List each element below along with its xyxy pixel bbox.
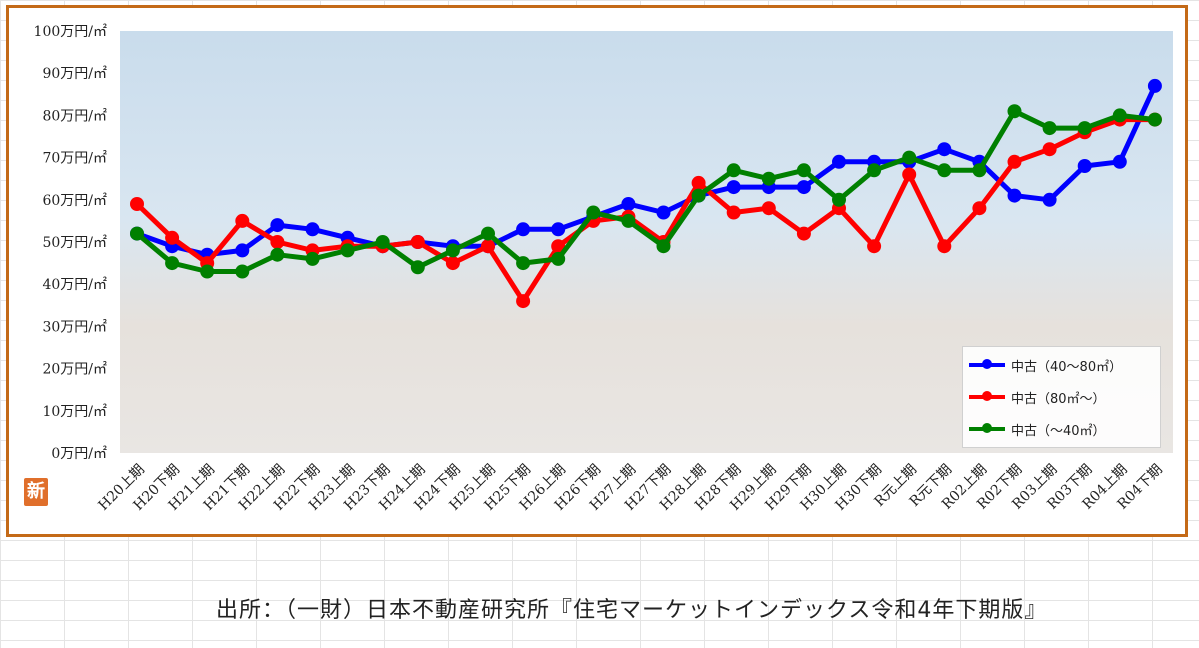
series-2-point[interactable]: [726, 163, 741, 178]
new-badge-icon: 新: [24, 478, 48, 506]
series-0-point[interactable]: [726, 180, 741, 195]
series-1-point[interactable]: [972, 201, 987, 216]
series-0-point[interactable]: [1147, 78, 1162, 93]
series-0-point[interactable]: [937, 142, 952, 157]
series-2-point[interactable]: [1077, 121, 1092, 136]
series-1-point[interactable]: [867, 239, 882, 254]
y-tick-label: 90万円/㎡: [42, 66, 107, 82]
legend-label: 中古（80㎡～）: [1011, 391, 1106, 407]
y-tick-label: 40万円/㎡: [42, 277, 107, 293]
series-1-point[interactable]: [761, 201, 776, 216]
legend-swatch-blue: [969, 359, 1005, 369]
legend-swatch-green: [969, 423, 1005, 433]
series-2-point[interactable]: [165, 256, 180, 271]
series-2-point[interactable]: [551, 251, 566, 266]
series-2-point[interactable]: [481, 226, 495, 241]
series-2-point[interactable]: [130, 226, 144, 241]
series-2-point[interactable]: [200, 264, 215, 279]
legend-swatch-red: [969, 391, 1005, 401]
series-2-point[interactable]: [867, 163, 882, 178]
series-0-point[interactable]: [551, 222, 566, 237]
series-2-point[interactable]: [305, 251, 320, 266]
series-2-point[interactable]: [937, 163, 952, 178]
series-2-point[interactable]: [832, 192, 846, 207]
series-2-point[interactable]: [761, 171, 776, 186]
series-2-point[interactable]: [621, 213, 636, 228]
series-2-point[interactable]: [270, 247, 285, 262]
series-1-point[interactable]: [165, 230, 180, 245]
series-1-point[interactable]: [796, 226, 811, 241]
series-2-point[interactable]: [586, 205, 601, 220]
series-0-point[interactable]: [621, 197, 636, 211]
series-0-point[interactable]: [270, 218, 285, 233]
series-2-point[interactable]: [1112, 108, 1127, 123]
y-tick-label: 50万円/㎡: [42, 235, 107, 251]
legend-item-0: 中古（40～80㎡）: [969, 355, 1122, 375]
series-2-point[interactable]: [1007, 104, 1022, 119]
series-1-point[interactable]: [270, 235, 285, 249]
legend-label: 中古（40～80㎡）: [1011, 359, 1123, 375]
y-tick-label: 70万円/㎡: [42, 151, 107, 167]
legend-item-1: 中古（80㎡～）: [969, 387, 1106, 407]
series-2-point[interactable]: [902, 150, 917, 165]
series-2-point[interactable]: [1042, 121, 1057, 136]
series-0-point[interactable]: [235, 243, 250, 258]
series-1-point[interactable]: [937, 239, 952, 254]
y-tick-label: 0万円/㎡: [51, 446, 107, 462]
series-1-point[interactable]: [1007, 154, 1022, 169]
series-0-point[interactable]: [1112, 154, 1127, 169]
series-1-point[interactable]: [516, 294, 531, 309]
source-note: 出所：（一財）日本不動産研究所『住宅マーケットインデックス令和4年下期版』: [216, 598, 1048, 623]
series-0-point[interactable]: [832, 154, 846, 169]
y-tick-label: 80万円/㎡: [42, 108, 107, 124]
series-0-point[interactable]: [1007, 188, 1022, 203]
y-tick-label: 60万円/㎡: [42, 193, 107, 209]
series-1-point[interactable]: [235, 213, 250, 228]
series-1-point[interactable]: [445, 256, 460, 271]
y-tick-label: 30万円/㎡: [42, 319, 107, 335]
series-1-point[interactable]: [1042, 142, 1057, 157]
legend-item-2: 中古（～40㎡）: [969, 419, 1106, 439]
y-tick-label: 10万円/㎡: [42, 404, 107, 420]
series-2-point[interactable]: [656, 239, 671, 254]
series-2-point[interactable]: [235, 264, 250, 279]
series-0-point[interactable]: [1077, 159, 1092, 173]
series-2-point[interactable]: [796, 163, 811, 178]
series-2-point[interactable]: [1147, 112, 1162, 127]
series-2-point[interactable]: [691, 188, 706, 203]
series-0-point[interactable]: [796, 180, 811, 195]
series-1-point[interactable]: [410, 235, 425, 249]
series-0-point[interactable]: [656, 205, 671, 220]
series-1-point[interactable]: [481, 239, 495, 254]
series-2-point[interactable]: [410, 260, 425, 275]
chart-legend: 中古（40～80㎡） 中古（80㎡～） 中古（～40㎡）: [962, 346, 1161, 448]
series-2-point[interactable]: [445, 243, 460, 258]
y-tick-label: 20万円/㎡: [42, 362, 107, 378]
series-1-point[interactable]: [691, 175, 706, 190]
series-2-point[interactable]: [340, 243, 355, 258]
series-2-point[interactable]: [375, 235, 390, 249]
series-1-point[interactable]: [726, 205, 741, 220]
legend-label: 中古（～40㎡）: [1011, 423, 1106, 439]
series-2-point[interactable]: [972, 163, 987, 178]
series-1-point[interactable]: [902, 167, 917, 182]
series-1-point[interactable]: [551, 239, 566, 254]
series-1-point[interactable]: [130, 197, 144, 211]
y-tick-label: 100万円/㎡: [34, 24, 107, 40]
series-0-point[interactable]: [516, 222, 531, 237]
series-0-point[interactable]: [1042, 192, 1057, 207]
series-2-point[interactable]: [516, 256, 531, 271]
series-0-point[interactable]: [305, 222, 320, 237]
